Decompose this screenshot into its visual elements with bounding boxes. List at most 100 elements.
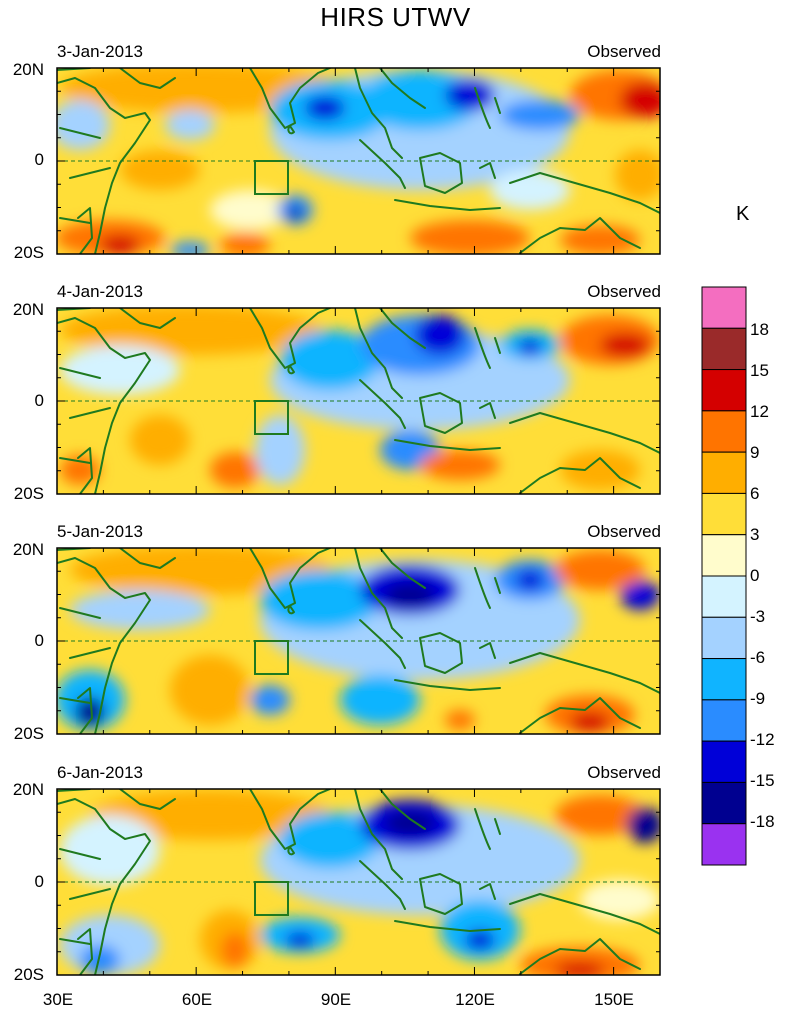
coastline bbox=[479, 642, 660, 694]
coastline bbox=[354, 68, 426, 159]
colorbar-swatch bbox=[701, 410, 747, 453]
coastline bbox=[287, 846, 295, 856]
colorbar-label: 18 bbox=[750, 320, 769, 339]
lat-label-0: 0 bbox=[34, 631, 44, 650]
colorbar-swatch bbox=[701, 451, 747, 494]
coastline bbox=[249, 789, 331, 850]
colorbar-swatch bbox=[701, 575, 747, 618]
coastline bbox=[474, 87, 501, 129]
colorbar-swatch bbox=[701, 492, 747, 536]
coastline bbox=[249, 548, 331, 609]
lat-label-0: 0 bbox=[34, 872, 44, 891]
colorbar-swatch bbox=[701, 369, 747, 412]
panel-4-date: 6-Jan-2013 bbox=[57, 763, 144, 782]
colorbar-label: -9 bbox=[750, 689, 766, 708]
coastline-clip bbox=[57, 548, 660, 734]
coastline bbox=[57, 557, 151, 734]
coastline bbox=[474, 808, 501, 850]
coastline-group bbox=[57, 308, 660, 494]
coastline bbox=[287, 365, 295, 375]
coastline bbox=[479, 162, 660, 214]
panel-1-map bbox=[57, 68, 660, 254]
coastline bbox=[249, 68, 331, 129]
coastline bbox=[59, 848, 111, 945]
colorbar-swatch bbox=[701, 616, 747, 660]
coastline bbox=[359, 860, 501, 932]
utwv-field bbox=[57, 68, 660, 254]
utwv-field bbox=[60, 308, 660, 490]
study-region-box bbox=[254, 881, 289, 916]
panel-4-tag: Observed bbox=[587, 763, 661, 782]
lon-label-120e: 120E bbox=[455, 990, 495, 1009]
lat-label-20s: 20S bbox=[13, 243, 44, 262]
lat-label-20n: 20N bbox=[12, 540, 44, 559]
colorbar-swatch bbox=[701, 658, 747, 701]
coastline bbox=[57, 317, 151, 494]
colorbar bbox=[701, 286, 747, 866]
colorbar-label: 12 bbox=[750, 402, 769, 421]
colorbar-label: -6 bbox=[750, 648, 766, 667]
study-region-box bbox=[254, 160, 289, 195]
coastline bbox=[354, 789, 426, 880]
panel-1-date: 3-Jan-2013 bbox=[57, 42, 144, 61]
coastline bbox=[519, 457, 641, 494]
colorbar-label: 9 bbox=[750, 443, 760, 462]
coastline bbox=[474, 567, 501, 609]
coastline-clip bbox=[57, 308, 660, 494]
colorbar-swatch bbox=[701, 823, 747, 866]
study-region-box bbox=[254, 640, 289, 675]
coastline bbox=[57, 798, 151, 975]
lat-label-20s: 20S bbox=[13, 484, 44, 503]
panel-2-overlay bbox=[56, 307, 661, 495]
colorbar-swatch bbox=[701, 534, 747, 577]
lon-label-90e: 90E bbox=[320, 990, 352, 1009]
coastline bbox=[287, 605, 295, 615]
coastline bbox=[359, 139, 501, 211]
lat-label-20n: 20N bbox=[12, 780, 44, 799]
colorbar-swatch bbox=[701, 740, 747, 783]
coastline bbox=[359, 379, 501, 451]
coastline bbox=[249, 308, 331, 369]
coastline bbox=[479, 402, 660, 454]
colorbar-label: 15 bbox=[750, 361, 769, 380]
coastline bbox=[287, 125, 295, 135]
coastline-group bbox=[57, 548, 660, 734]
colorbar-label: -18 bbox=[750, 812, 775, 831]
lat-label-20s: 20S bbox=[13, 724, 44, 743]
panel-2-date: 4-Jan-2013 bbox=[57, 282, 144, 301]
lon-label-60e: 60E bbox=[181, 990, 213, 1009]
colorbar-label: -3 bbox=[750, 607, 766, 626]
coastline bbox=[419, 152, 463, 194]
colorbar-label: -12 bbox=[750, 730, 775, 749]
coastline bbox=[474, 327, 501, 369]
coastline bbox=[59, 127, 111, 224]
coastline bbox=[419, 873, 463, 915]
panel-3-map bbox=[57, 548, 660, 734]
colorbar-label: 6 bbox=[750, 484, 760, 503]
coastline bbox=[59, 367, 111, 464]
colorbar-label: 0 bbox=[750, 566, 760, 585]
colorbar-swatch bbox=[701, 327, 747, 371]
lon-label-30e: 30E bbox=[42, 990, 74, 1009]
lat-label-20n: 20N bbox=[12, 300, 44, 319]
chart-title: HIRS UTWV bbox=[320, 2, 471, 32]
coastline bbox=[57, 77, 151, 254]
panel-1-tag: Observed bbox=[587, 42, 661, 61]
lat-label-20s: 20S bbox=[13, 965, 44, 984]
panel-4-map bbox=[57, 789, 660, 975]
coastline bbox=[419, 632, 463, 674]
colorbar-label: 3 bbox=[750, 525, 760, 544]
colorbar-swatch bbox=[701, 781, 747, 825]
lat-label-0: 0 bbox=[34, 150, 44, 169]
coastline bbox=[419, 392, 463, 434]
coastline bbox=[519, 217, 641, 254]
panel-4-overlay bbox=[56, 788, 661, 976]
colorbar-swatch bbox=[701, 699, 747, 742]
coastline bbox=[519, 697, 641, 734]
coastline bbox=[479, 883, 660, 935]
lat-label-0: 0 bbox=[34, 391, 44, 410]
coastline bbox=[359, 619, 501, 691]
study-region-box bbox=[254, 400, 289, 435]
panel-3-overlay bbox=[56, 547, 661, 735]
